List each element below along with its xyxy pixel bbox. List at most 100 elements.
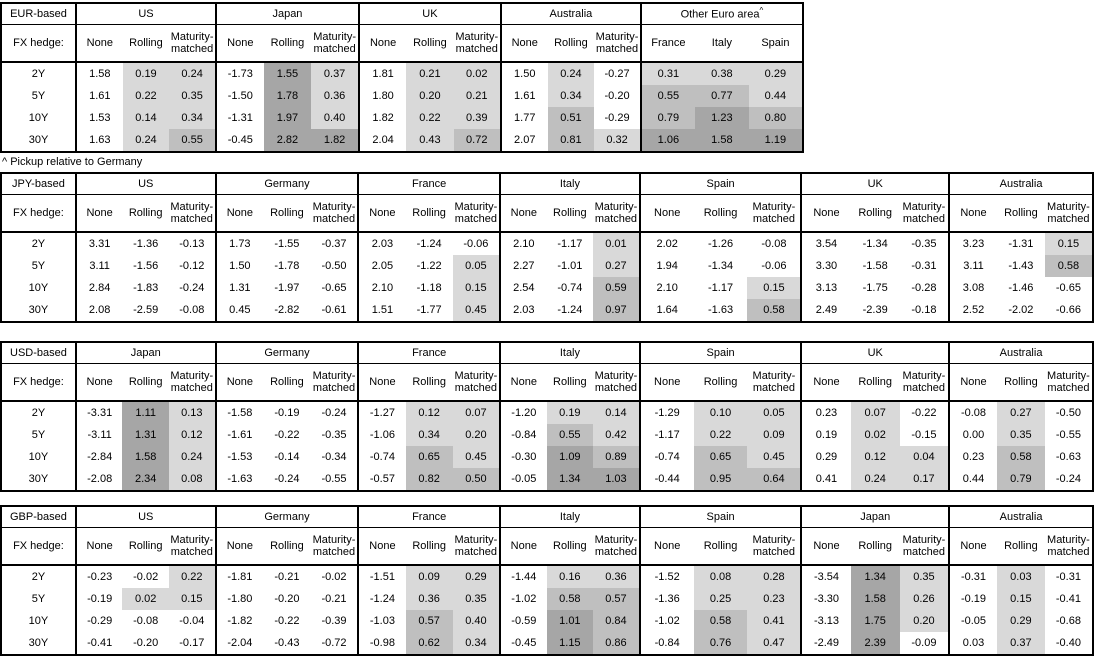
value-cell: 0.39 — [453, 107, 501, 129]
value-cell: -0.08 — [747, 232, 802, 255]
value-cell: -0.55 — [310, 468, 359, 491]
value-cell: 0.79 — [996, 468, 1045, 491]
value-cell: 1.58 — [75, 62, 123, 85]
value-cell: -0.19 — [74, 588, 123, 610]
value-cell: -1.63 — [693, 299, 748, 322]
value-cell: -3.13 — [800, 610, 851, 632]
country-header: Australia — [948, 173, 1093, 195]
country-header: Japan — [214, 3, 359, 25]
value-cell: -1.46 — [996, 277, 1045, 299]
value-cell: -1.24 — [405, 232, 453, 255]
country-name: Germany — [264, 177, 310, 190]
value-cell: -1.17 — [546, 232, 594, 255]
value-cell: 2.49 — [800, 299, 851, 322]
value-cell: -0.22 — [899, 401, 950, 424]
country-name: Germany — [264, 510, 310, 523]
country-header: US — [75, 3, 216, 25]
value-cell: -1.55 — [263, 232, 311, 255]
value-cell: 0.55 — [639, 85, 695, 107]
country-header: Germany — [214, 342, 359, 364]
value-cell: 0.17 — [899, 468, 950, 491]
footnote-marker: ^ — [759, 6, 764, 16]
value-cell: -0.43 — [263, 632, 311, 655]
value-cell: -1.31 — [996, 232, 1045, 255]
value-cell: 0.43 — [406, 129, 454, 152]
hedge-column-header: None — [357, 24, 407, 63]
tenor-row-label: 30Y — [1, 129, 77, 152]
value-cell: 0.89 — [593, 446, 640, 468]
value-cell: -2.08 — [74, 468, 123, 491]
hedge-column-header: Maturity-matched — [899, 194, 950, 233]
hedge-column-header: Rolling — [263, 527, 311, 566]
country-name: US — [138, 7, 154, 20]
value-cell: 0.41 — [800, 468, 851, 491]
value-cell: -0.06 — [747, 255, 802, 277]
value-cell: 0.14 — [122, 107, 170, 129]
value-cell: 2.82 — [263, 129, 312, 152]
value-cell: 0.35 — [996, 424, 1045, 446]
value-cell: -1.43 — [996, 255, 1045, 277]
country-name: Other Euro area — [680, 8, 760, 21]
value-cell: -1.31 — [214, 107, 264, 129]
hedge-column-header: Maturity-matched — [747, 194, 802, 233]
value-cell: 0.32 — [594, 129, 641, 152]
country-name: US — [138, 177, 154, 190]
value-cell: 0.24 — [850, 468, 900, 491]
value-cell: -0.68 — [1044, 610, 1093, 632]
value-cell: 0.41 — [747, 610, 802, 632]
country-header: US — [74, 506, 216, 528]
hedge-column-header: Maturity-matched — [168, 527, 216, 566]
country-header: Italy — [499, 173, 640, 195]
value-cell: -0.65 — [310, 277, 359, 299]
hedge-column-header: None — [357, 527, 406, 566]
value-cell: -0.72 — [310, 632, 359, 655]
value-cell: 1.97 — [263, 107, 312, 129]
value-cell: -1.78 — [263, 255, 311, 277]
value-cell: 0.29 — [800, 446, 851, 468]
value-cell: -0.21 — [310, 588, 359, 610]
value-cell: 1.73 — [214, 232, 264, 255]
fx-hedge-label: FX hedge: — [1, 194, 77, 233]
value-cell: -0.02 — [310, 565, 359, 588]
value-cell: 0.77 — [694, 85, 749, 107]
hedge-column-header: None — [499, 194, 547, 233]
value-cell: 1.51 — [357, 299, 406, 322]
value-cell: 0.34 — [169, 107, 216, 129]
value-cell: 0.24 — [168, 446, 216, 468]
value-cell: 0.58 — [1044, 255, 1093, 277]
value-cell: 0.35 — [899, 565, 950, 588]
hedge-column-header: Rolling — [547, 24, 595, 63]
hedge-column-header: Rolling — [405, 194, 453, 233]
hedge-column-header: Rolling — [693, 363, 748, 402]
value-cell: -0.29 — [74, 610, 123, 632]
hedge-column-header: Maturity-matched — [452, 363, 501, 402]
country-name: UK — [422, 7, 438, 20]
value-cell: 0.19 — [800, 424, 851, 446]
value-cell: -0.84 — [499, 424, 547, 446]
country-header: France — [357, 506, 501, 528]
value-cell: 0.20 — [406, 85, 454, 107]
value-cell: 0.82 — [405, 468, 453, 491]
hedge-column-header: Maturity-matched — [1044, 527, 1093, 566]
value-cell: -1.44 — [499, 565, 547, 588]
value-cell: -0.17 — [168, 632, 216, 655]
value-cell: 0.04 — [899, 446, 950, 468]
value-cell: 0.23 — [948, 446, 997, 468]
hedge-column-header: Rolling — [850, 527, 900, 566]
value-cell: 2.84 — [74, 277, 123, 299]
country-header: Australia — [948, 342, 1093, 364]
country-name: Japan — [272, 7, 303, 20]
value-cell: 0.29 — [748, 62, 803, 85]
value-cell: -1.97 — [263, 277, 311, 299]
value-cell: 0.50 — [452, 468, 501, 491]
country-header: Spain — [638, 342, 802, 364]
country-name: France — [412, 177, 447, 190]
hedge-column-header: Rolling — [405, 527, 453, 566]
value-cell: -0.98 — [357, 632, 406, 655]
value-cell: 2.02 — [638, 232, 694, 255]
value-cell: 1.31 — [214, 277, 264, 299]
value-cell: 0.01 — [593, 232, 640, 255]
value-cell: 0.58 — [996, 446, 1045, 468]
value-cell: -1.51 — [357, 565, 406, 588]
value-cell: -0.20 — [263, 588, 311, 610]
